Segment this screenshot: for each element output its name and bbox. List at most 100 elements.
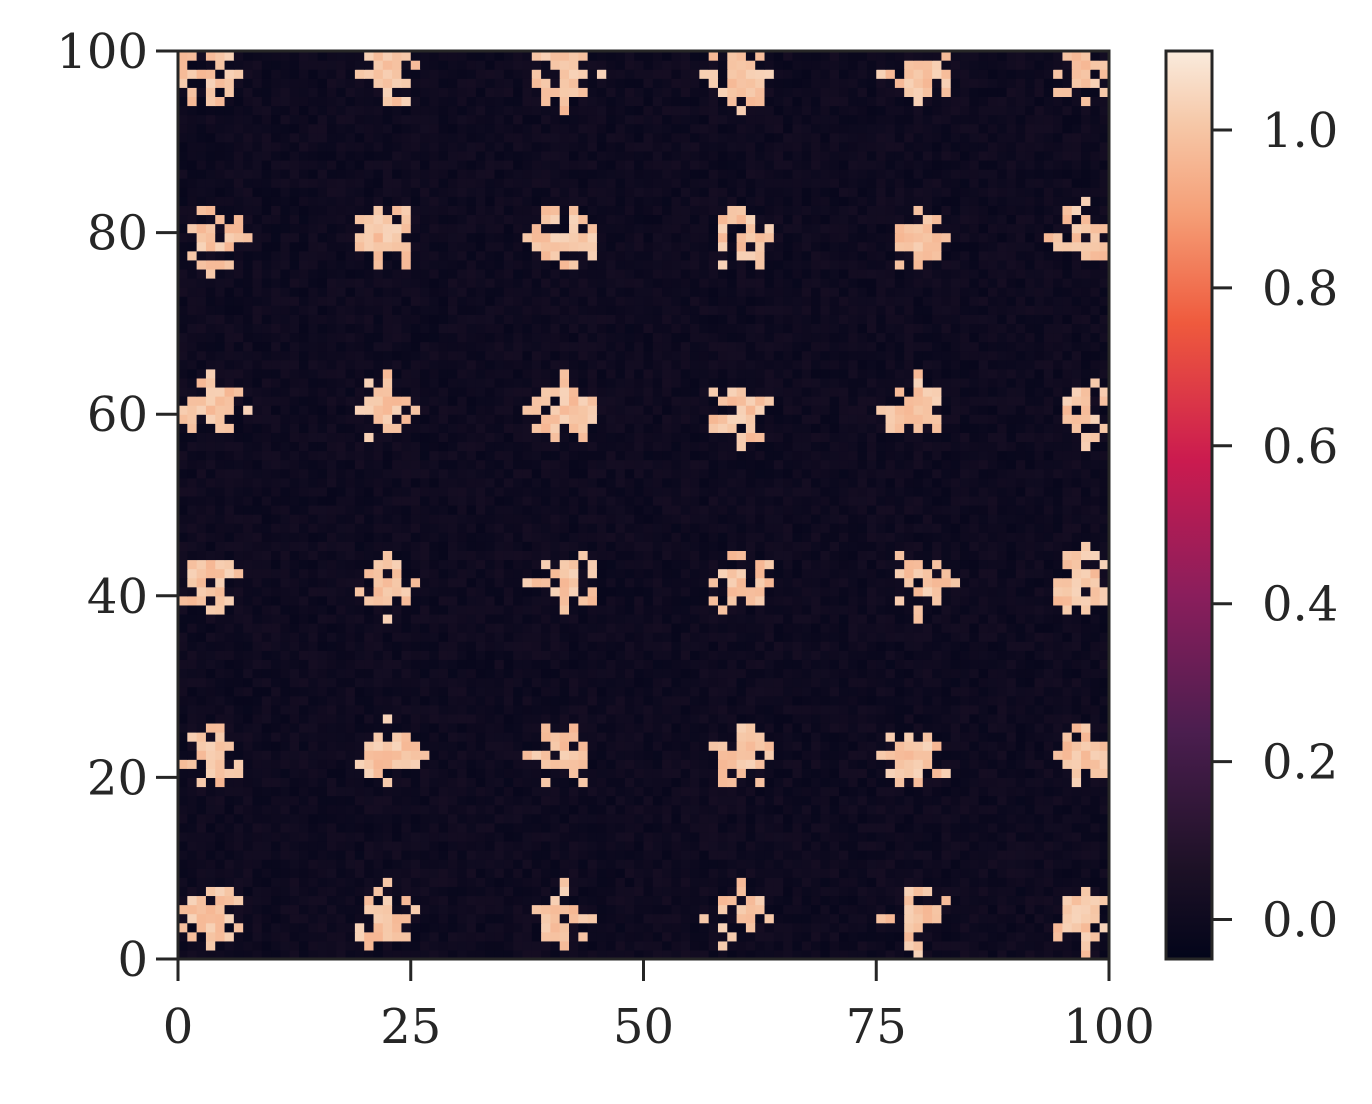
heatmap-cell <box>1099 831 1110 842</box>
heatmap-cell <box>866 895 877 906</box>
heatmap-cell <box>280 568 291 579</box>
heatmap-cell <box>699 541 710 551</box>
heatmap-cell <box>1053 695 1064 706</box>
heatmap-cell <box>680 877 691 887</box>
heatmap-cell <box>950 922 961 933</box>
heatmap-cell <box>820 868 831 878</box>
heatmap-cell <box>1006 831 1017 842</box>
heatmap-cell <box>941 577 952 588</box>
heatmap-cell <box>1043 668 1054 679</box>
heatmap-cell <box>885 641 896 651</box>
heatmap-cell <box>801 886 812 897</box>
heatmap-cell <box>569 677 579 688</box>
heatmap-cell <box>764 904 775 915</box>
heatmap-cell <box>373 632 384 642</box>
heatmap-cell <box>233 840 244 851</box>
heatmap-cell <box>885 732 896 742</box>
heatmap-cell <box>1043 577 1054 588</box>
heatmap-cell <box>1043 704 1054 715</box>
heatmap-cell <box>503 695 514 706</box>
heatmap-cell <box>382 804 393 815</box>
heatmap-cell <box>1071 550 1082 561</box>
heatmap-cell <box>541 895 551 906</box>
heatmap-cell <box>438 559 449 570</box>
heatmap-cell <box>233 759 244 769</box>
heatmap-cell <box>541 741 551 751</box>
heatmap-cell <box>308 786 319 797</box>
heatmap-cell <box>773 813 784 824</box>
heatmap-cell <box>1081 732 1091 742</box>
heatmap-cell <box>755 595 766 606</box>
heatmap-cell <box>475 523 486 533</box>
heatmap-cell <box>811 686 821 697</box>
heatmap-cell <box>252 532 263 542</box>
heatmap-cell <box>922 686 933 697</box>
heatmap-cell <box>987 850 998 860</box>
heatmap-cell <box>205 850 216 860</box>
heatmap-cell <box>652 632 663 642</box>
heatmap-cell <box>717 595 728 606</box>
heatmap-cell <box>354 859 365 869</box>
heatmap-cell <box>336 577 347 588</box>
heatmap-cell <box>429 523 440 533</box>
heatmap-cell <box>941 514 952 524</box>
heatmap-cell <box>317 795 328 806</box>
heatmap-cell <box>578 913 589 924</box>
heatmap-cell <box>271 677 282 688</box>
heatmap-cell <box>876 541 887 551</box>
heatmap-cell <box>289 713 300 724</box>
heatmap-cell <box>569 505 579 515</box>
heatmap-cell <box>764 868 775 878</box>
heatmap-cell <box>420 859 430 869</box>
heatmap-cell <box>522 777 533 788</box>
heatmap-cell <box>1099 922 1110 933</box>
heatmap-cell <box>466 822 477 833</box>
heatmap-cell <box>773 695 784 706</box>
heatmap-cell <box>606 840 617 851</box>
heatmap-cell <box>690 877 700 887</box>
heatmap-cell <box>392 850 403 860</box>
heatmap-cell <box>615 786 626 797</box>
heatmap-cell <box>978 623 989 633</box>
heatmap-cell <box>196 850 207 860</box>
heatmap-cell <box>1071 877 1082 887</box>
heatmap-cell <box>299 741 309 751</box>
heatmap-cell <box>960 813 970 824</box>
heatmap-cell <box>569 668 579 679</box>
heatmap-cell <box>997 868 1008 878</box>
heatmap-cell <box>811 768 821 778</box>
heatmap-cell <box>876 704 887 715</box>
heatmap-cell <box>662 886 673 897</box>
heatmap-cell <box>783 559 794 570</box>
heatmap-cell <box>522 813 533 824</box>
heatmap-cell <box>941 659 952 670</box>
heatmap-cell <box>308 541 319 551</box>
heatmap-cell <box>894 741 905 751</box>
heatmap-cell <box>531 949 542 960</box>
heatmap-cell <box>727 949 738 960</box>
heatmap-cell <box>550 904 561 915</box>
heatmap-cell <box>243 613 254 624</box>
heatmap-cell <box>727 822 738 833</box>
heatmap-cell <box>354 514 365 524</box>
heatmap-cell <box>1081 704 1091 715</box>
heatmap-cell <box>717 850 728 860</box>
heatmap-cell <box>960 940 970 951</box>
heatmap-cell <box>215 877 226 887</box>
heatmap-cell <box>596 850 607 860</box>
heatmap-cell <box>820 931 831 942</box>
heatmap-cell <box>271 768 282 778</box>
heatmap-cell <box>820 759 831 769</box>
heatmap-cell <box>978 568 989 579</box>
heatmap-cell <box>392 695 403 706</box>
heatmap-cell <box>531 595 542 606</box>
heatmap-cell <box>326 577 337 588</box>
heatmap-cell <box>820 577 831 588</box>
heatmap-cell <box>987 813 998 824</box>
heatmap-cell <box>699 505 710 515</box>
heatmap-cell <box>848 732 859 742</box>
heatmap-cell <box>494 750 505 760</box>
heatmap-cell <box>783 922 794 933</box>
heatmap-cell <box>894 840 905 851</box>
heatmap-cell <box>420 541 430 551</box>
